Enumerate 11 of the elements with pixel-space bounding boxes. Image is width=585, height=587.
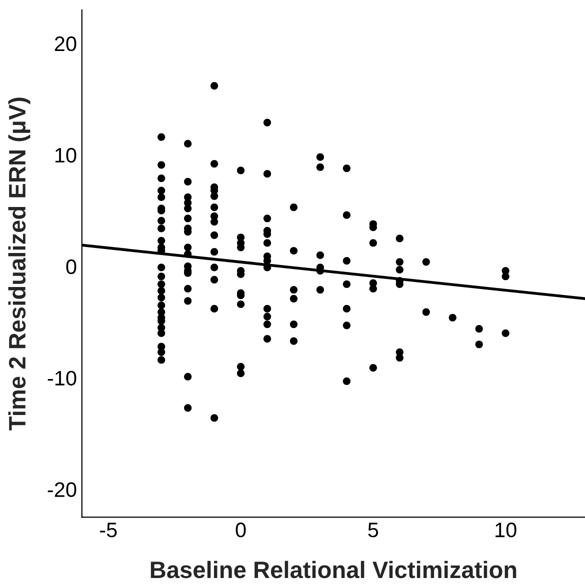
y-tick-label: 10 — [55, 148, 76, 163]
y-tick-label: 20 — [54, 36, 76, 52]
x-axis-title: Baseline Relational Victimization — [150, 560, 516, 578]
y-tick-label: 0 — [66, 259, 76, 274]
x-tick-label: 5 — [368, 522, 378, 538]
y-tick-label: -10 — [48, 370, 76, 386]
x-tick-label: 10 — [496, 522, 516, 538]
y-axis-title: Time 2 Residualized ERN (μV) — [8, 98, 30, 430]
x-tick-label: 0 — [236, 522, 246, 538]
x-tick-label: -5 — [100, 522, 117, 538]
y-tick-label: -20 — [48, 482, 76, 498]
